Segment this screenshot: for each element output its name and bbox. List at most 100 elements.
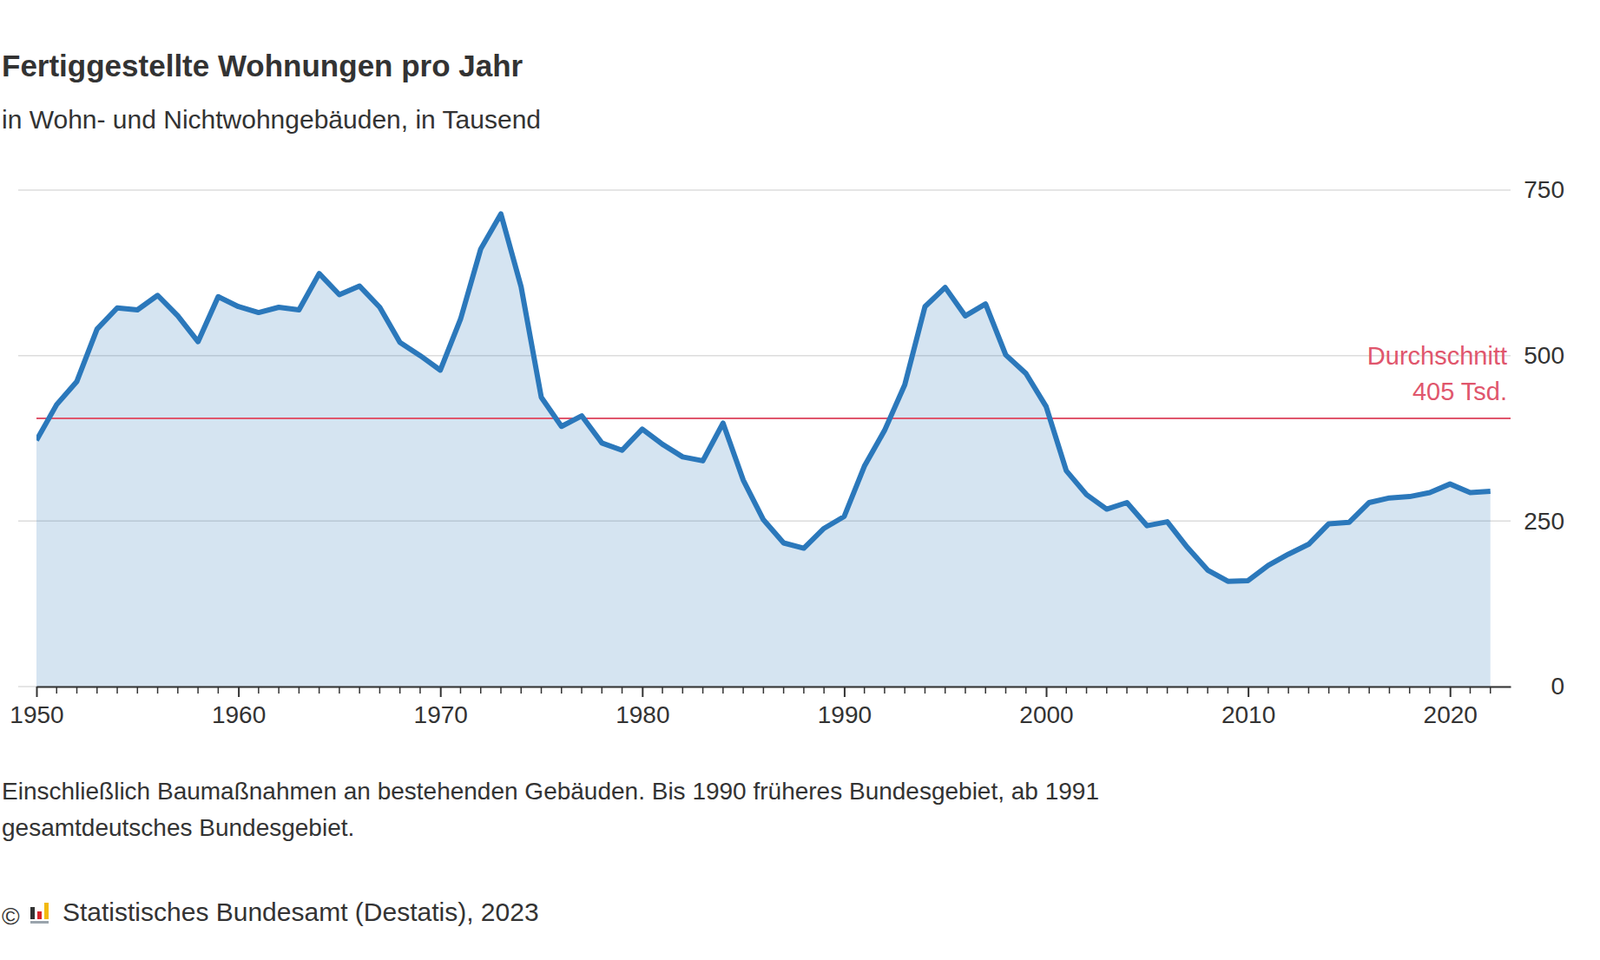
x-minor-tick [358, 686, 361, 694]
x-minor-tick [783, 686, 785, 694]
x-minor-tick [76, 686, 79, 694]
x-minor-tick [338, 686, 341, 694]
x-minor-tick [823, 686, 825, 694]
x-minor-tick [1066, 686, 1068, 694]
x-tick-label: 1980 [615, 701, 670, 729]
x-minor-tick [1146, 686, 1149, 694]
x-minor-tick [1206, 686, 1209, 694]
x-minor-tick [964, 686, 967, 694]
x-minor-tick [702, 686, 705, 694]
x-minor-tick [661, 686, 664, 694]
x-tick-mark [641, 686, 644, 698]
x-minor-tick [540, 686, 543, 694]
x-minor-tick [763, 686, 765, 694]
x-minor-tick [298, 686, 301, 694]
x-minor-tick [1186, 686, 1189, 694]
y-tick: 750 [1523, 176, 1565, 204]
x-minor-tick [520, 686, 522, 694]
x-minor-tick [177, 686, 179, 694]
x-tick: 1970 [414, 686, 468, 729]
x-minor-tick [257, 686, 260, 694]
x-tick-label: 2020 [1423, 701, 1478, 729]
icon-bar [37, 911, 42, 920]
x-minor-tick [1368, 686, 1370, 694]
x-minor-tick [1308, 686, 1311, 694]
x-minor-tick [803, 686, 805, 694]
x-minor-tick [742, 686, 745, 694]
x-tick-mark [440, 686, 442, 698]
x-tick-label: 1970 [414, 701, 468, 729]
x-minor-tick [460, 686, 462, 694]
x-minor-tick [984, 686, 987, 694]
x-tick: 2020 [1423, 686, 1478, 729]
x-minor-tick [379, 686, 382, 694]
icon-base [30, 921, 49, 924]
source-symbol: © [1, 902, 20, 930]
x-minor-tick [924, 686, 927, 694]
x-minor-tick [1389, 686, 1391, 694]
x-minor-tick [560, 686, 563, 694]
x-tick: 1990 [817, 686, 872, 729]
x-minor-tick [1005, 686, 1008, 694]
icon-bar [30, 907, 35, 920]
y-tick-label: 0 [1550, 672, 1565, 700]
x-tick: 2010 [1221, 686, 1276, 729]
x-minor-tick [197, 686, 199, 694]
x-tick-mark [1247, 686, 1250, 698]
x-minor-tick [419, 686, 422, 694]
source-icon [30, 902, 49, 924]
x-minor-tick [722, 686, 725, 694]
x-minor-tick [56, 686, 59, 694]
x-tick: 1950 [9, 686, 64, 729]
x-minor-tick [1227, 686, 1230, 694]
area [36, 213, 1491, 687]
x-tick-mark [1046, 686, 1048, 698]
x-tick-label: 1990 [817, 701, 872, 729]
reference-label: Durchschnitt [1367, 342, 1508, 370]
x-minor-tick [601, 686, 604, 694]
x-minor-tick [1409, 686, 1411, 694]
x-minor-tick [1166, 686, 1169, 694]
x-minor-tick [1086, 686, 1088, 694]
x-minor-tick [580, 686, 583, 694]
x-minor-tick [157, 686, 159, 694]
x-minor-tick [1287, 686, 1290, 694]
x-minor-tick [1125, 686, 1128, 694]
grid-line [18, 189, 1511, 191]
note: gesamtdeutsches Bundesgebiet. [1, 814, 355, 842]
line [36, 213, 1491, 581]
y-tick-label: 500 [1523, 342, 1565, 369]
title: Fertiggestellte Wohnungen pro Jahr [1, 48, 524, 83]
x-minor-tick [137, 686, 139, 694]
note: Einschließlich Baumaßnahmen an bestehend… [1, 777, 1100, 805]
x-minor-tick [96, 686, 99, 694]
grid [18, 190, 1511, 687]
x-tick-mark [843, 686, 846, 698]
x-minor-tick [863, 686, 866, 694]
x-minor-tick [1106, 686, 1108, 694]
x-tick-label: 2010 [1221, 701, 1276, 729]
x-minor-tick [1025, 686, 1028, 694]
x-axis: 1950 1960 1970 1980 1990 2000 2010 2020 [9, 686, 1511, 729]
x-minor-tick [1267, 686, 1270, 694]
reference-value-label: 405 Tsd. [1412, 377, 1508, 406]
y-tick: 500 [1523, 342, 1565, 369]
source: Statistisches Bundesamt (Destatis), 2023 [62, 897, 540, 927]
x-minor-tick [903, 686, 906, 694]
y-tick: 250 [1523, 507, 1565, 535]
x-minor-tick [1469, 686, 1472, 694]
x-minor-tick [500, 686, 502, 694]
reference-line [36, 417, 1511, 420]
y-tick-label: 250 [1523, 507, 1565, 535]
x-minor-tick [318, 686, 321, 694]
y-axis: 0 250 500 750 [1523, 176, 1565, 700]
plot-area [36, 213, 1511, 687]
y-tick: 0 [1550, 672, 1565, 700]
x-tick: 2000 [1019, 686, 1074, 729]
x-tick-label: 2000 [1019, 701, 1074, 729]
x-tick: 1960 [211, 686, 266, 729]
x-minor-tick [1348, 686, 1350, 694]
x-tick: 1980 [615, 686, 670, 729]
x-minor-tick [883, 686, 886, 694]
x-tick-label: 1950 [9, 701, 64, 729]
